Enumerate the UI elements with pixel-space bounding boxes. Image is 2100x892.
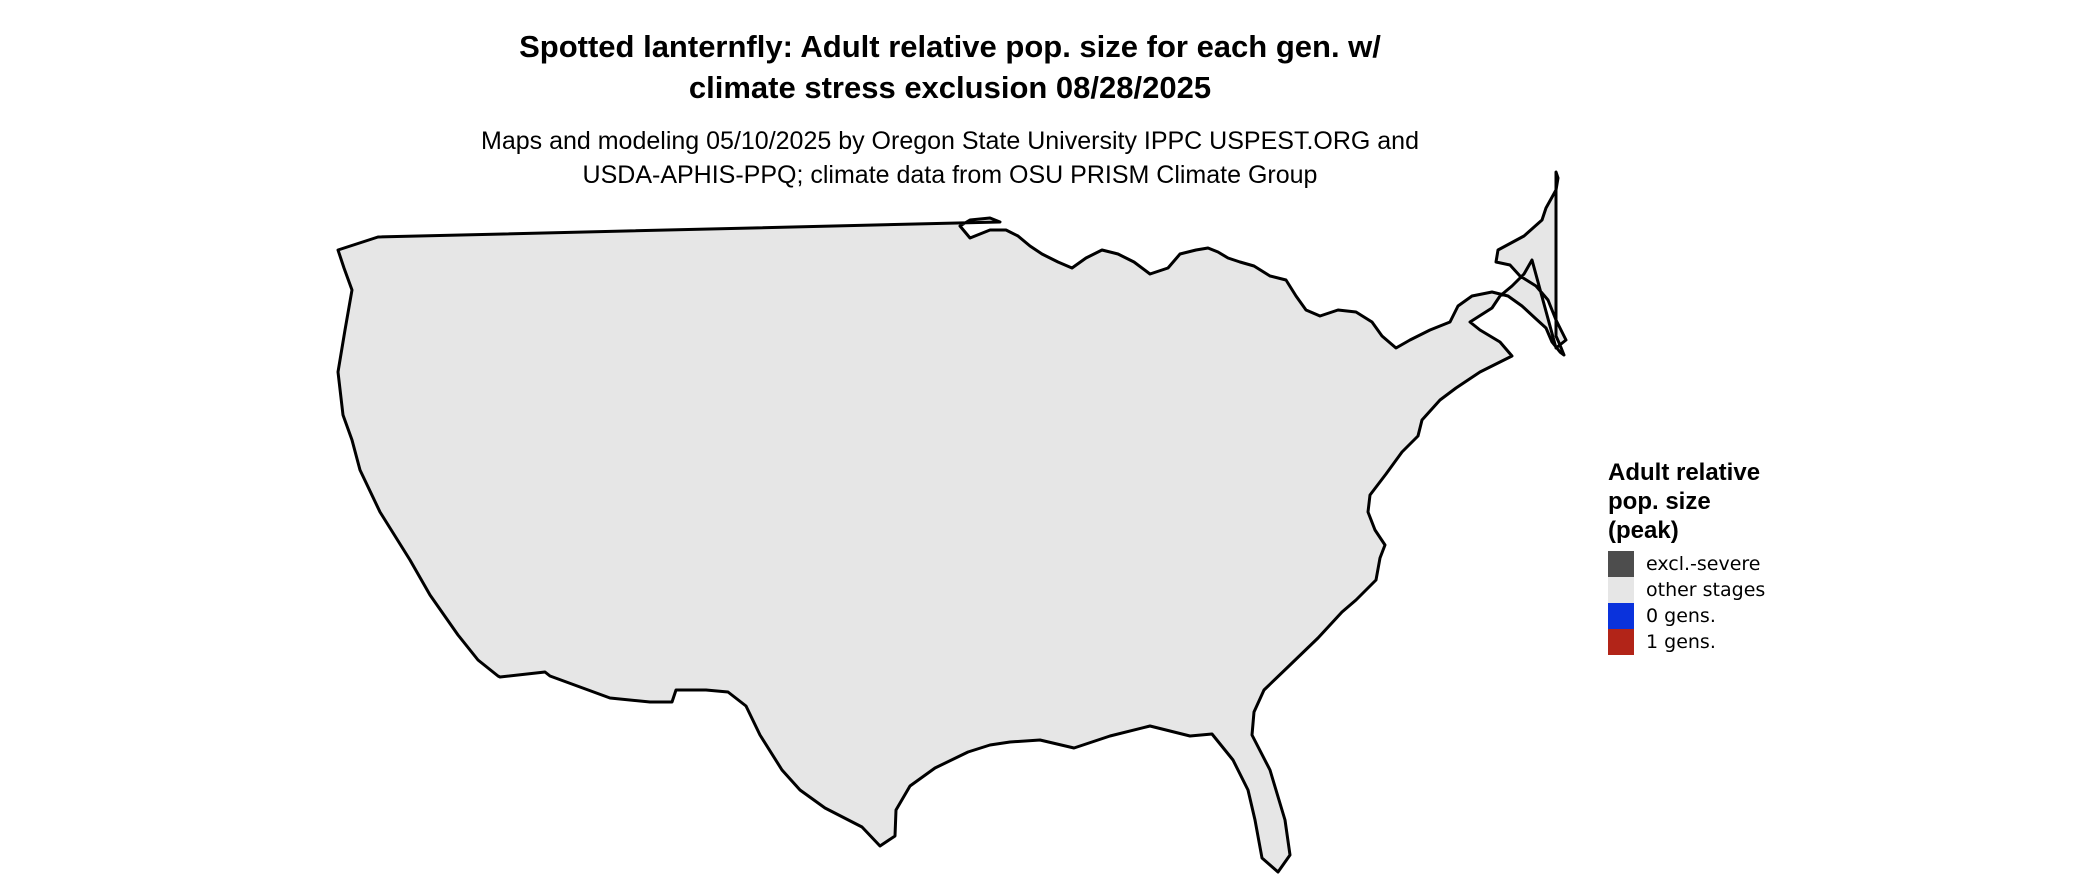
- map-title: Spotted lanternfly: Adult relative pop. …: [0, 26, 1900, 108]
- legend-swatch-1-gens: [1608, 629, 1634, 655]
- legend-swatch-0-gens: [1608, 603, 1634, 629]
- legend-item-other-stages: other stages: [1608, 577, 1908, 603]
- legend-title-line-3: (peak): [1608, 517, 1679, 544]
- legend-label-other-stages: other stages: [1646, 579, 1766, 601]
- us-map: [336, 170, 1568, 874]
- legend-swatch-excl-severe: [1608, 551, 1634, 577]
- legend-label-excl-severe: excl.-severe: [1646, 553, 1761, 575]
- legend-items: excl.-severe other stages 0 gens. 1 gens…: [1608, 551, 1908, 655]
- legend-title-line-1: Adult relative: [1608, 459, 1761, 486]
- map-legend: Adult relative pop. size (peak) excl.-se…: [1608, 458, 1908, 655]
- legend-item-excl-severe: excl.-severe: [1608, 551, 1908, 577]
- legend-label-0-gens: 0 gens.: [1646, 605, 1716, 627]
- legend-item-0-gens: 0 gens.: [1608, 603, 1908, 629]
- legend-title-line-2: pop. size: [1608, 488, 1711, 515]
- subtitle-line-1: Maps and modeling 05/10/2025 by Oregon S…: [481, 127, 1419, 155]
- legend-swatch-other-stages: [1608, 577, 1634, 603]
- legend-title: Adult relative pop. size (peak): [1608, 458, 1908, 545]
- title-line-2: climate stress exclusion 08/28/2025: [688, 70, 1212, 105]
- legend-item-1-gens: 1 gens.: [1608, 629, 1908, 655]
- legend-label-1-gens: 1 gens.: [1646, 631, 1716, 653]
- us-landmass: [336, 170, 1568, 874]
- map-subtitle: Maps and modeling 05/10/2025 by Oregon S…: [0, 124, 1900, 192]
- subtitle-line-2: USDA-APHIS-PPQ; climate data from OSU PR…: [582, 161, 1318, 189]
- title-line-1: Spotted lanternfly: Adult relative pop. …: [519, 29, 1381, 64]
